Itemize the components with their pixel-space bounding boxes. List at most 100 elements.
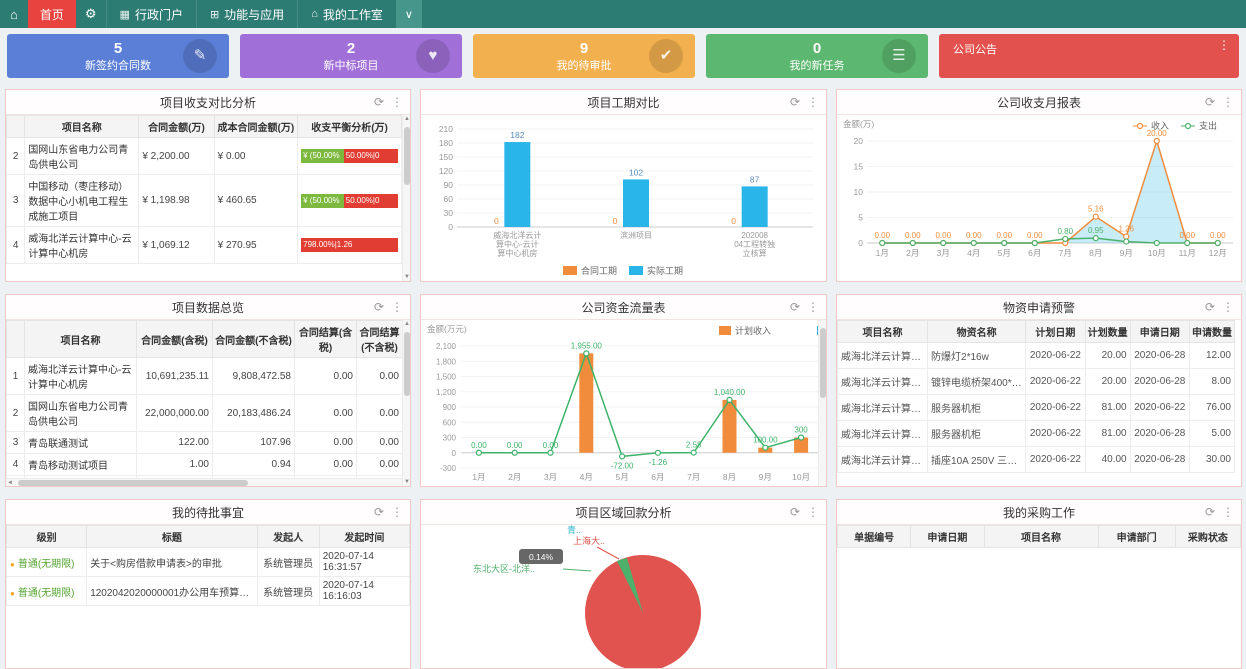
more-options-icon[interactable]: ⋮ xyxy=(807,505,819,519)
refresh-icon[interactable]: ⟳ xyxy=(373,95,384,109)
panel-body: 青.. 上海大.. 0.14% 东北大区-北洋.. xyxy=(421,525,826,668)
scroll-down-icon[interactable]: ▼ xyxy=(404,479,410,485)
table-row[interactable]: 2 国网山东省电力公司青岛供电公司 ¥ 2,200.00 ¥ 0.00 ¥ (50.00… xyxy=(6,137,402,175)
refresh-icon[interactable]: ⟳ xyxy=(789,505,800,519)
svg-text:300: 300 xyxy=(794,426,808,435)
scroll-down-icon[interactable]: ▼ xyxy=(404,274,410,280)
top-nav: ⌂ 首页 ⚙ ▦ 行政门户 ⊞ 功能与应用 ⌂ 我的工作室 ∨ xyxy=(0,0,1246,28)
more-options-icon[interactable]: ⋮ xyxy=(391,505,403,519)
tab-home[interactable]: 首页 xyxy=(27,0,76,28)
more-options-icon[interactable]: ⋮ xyxy=(1222,95,1234,109)
more-options-icon[interactable]: ⋮ xyxy=(1218,38,1230,52)
settings-gear-icon[interactable]: ⚙ xyxy=(84,6,97,21)
column-header: 发起人 xyxy=(256,525,320,548)
panel-my-purchase: 我的采购工作 ⟳ ⋮ 单据编号 申请日期 项目名称 申请部门 采购状态 xyxy=(836,499,1242,669)
refresh-icon[interactable]: ⟳ xyxy=(1204,505,1215,519)
refresh-icon[interactable]: ⟳ xyxy=(1204,300,1215,314)
nav-item-my-studio[interactable]: ⌂ 我的工作室 xyxy=(297,0,396,28)
table-row[interactable]: ● 普通(无期限) 1202042020000001办公用车预算单审批 系统管理员 20… xyxy=(6,576,410,606)
column-header: 合同金额(万) xyxy=(138,115,215,138)
table-row[interactable]: 威海北洋云计算中心-云计算...镀锌电缆桥架400*1002020-06-222… xyxy=(837,368,1236,395)
card-new-bids[interactable]: 2 新中标项目 ♥ xyxy=(240,34,462,78)
table-row[interactable]: 2 国网山东省电力公司青岛供电公司 22,000,000.00 20,183,486.… xyxy=(6,394,403,432)
horizontal-scrollbar[interactable]: ◄ xyxy=(6,478,402,486)
balance-table: 项目名称 合同金额(万) 成本合同金额(万) 收支平衡分析(万) 2 国网山东省电力公司青… xyxy=(6,115,402,264)
more-options-icon[interactable]: ⋮ xyxy=(807,95,819,109)
table-row[interactable]: 威海北洋云计算中心-云计算...服务器机柜2020-06-2281.002020… xyxy=(837,420,1236,447)
card-my-approvals[interactable]: 9 我的待审批 ✔ xyxy=(473,34,695,78)
vertical-scrollbar[interactable] xyxy=(818,320,826,486)
table-row[interactable]: 3 中国移动（枣庄移动）数据中心小机电工程生成施工项目 ¥ 1,198.98 ¥ 46… xyxy=(6,174,402,227)
svg-text:0.95: 0.95 xyxy=(1088,226,1104,235)
scrollbar-thumb[interactable] xyxy=(404,127,410,185)
panel-my-todo: 我的待批事宜 ⟳ ⋮ 级别 标题 发起人 发起时间 ● 普通(无期限) 关于<购房借款申请表… xyxy=(5,499,411,669)
scroll-up-icon[interactable]: ▲ xyxy=(404,116,410,122)
more-options-icon[interactable]: ⋮ xyxy=(807,300,819,314)
panel-body: 0 30 60 90 120 150 180 210 0 182 威海北洋云计 算中心-云计 算中心机房… xyxy=(421,115,826,281)
scroll-left-icon[interactable]: ◄ xyxy=(7,480,13,486)
refresh-icon[interactable]: ⟳ xyxy=(373,505,384,519)
table-cell: 798.00%|1.26 xyxy=(297,226,402,264)
table-row[interactable]: 4 威海北洋云计算中心-云计算中心机房 ¥ 1,069.12 ¥ 270.95 798.… xyxy=(6,226,402,264)
panel-header: 公司收支月报表 ⟳ ⋮ xyxy=(837,90,1241,115)
svg-text:金额(万): 金额(万) xyxy=(843,119,874,129)
table-cell: 2020-06-28 xyxy=(1129,368,1190,395)
chevron-down-icon[interactable]: ∨ xyxy=(395,0,422,28)
panel-header: 物资申请预警 ⟳ ⋮ xyxy=(837,295,1241,320)
scrollbar-thumb[interactable] xyxy=(404,332,410,396)
material-table: 项目名称物资名称计划日期计划数量申请日期申请数量威海北洋云计算中心-云计算...… xyxy=(837,320,1236,473)
table-row[interactable]: 威海北洋云计算中心-云计算...防爆灯2*16w2020-06-2220.002… xyxy=(837,342,1236,369)
table-row[interactable]: ● 普通(无期限) 关于<购房借款申请表>的审批 系统管理员 2020-07-14 16… xyxy=(6,547,410,577)
svg-text:1,500: 1,500 xyxy=(436,373,457,382)
table-row[interactable]: 4 青岛移动测试项目 1.00 0.94 0.00 0.00 xyxy=(6,453,403,476)
column-header: 发起时间 xyxy=(318,525,410,548)
table-cell: 0.00 xyxy=(294,394,357,432)
table-cell: ● 普通(无期限) xyxy=(6,576,88,606)
vertical-scrollbar[interactable]: ▲ ▼ xyxy=(402,115,410,281)
nav-item-label: 行政门户 xyxy=(134,7,183,22)
column-header: 单据编号 xyxy=(837,525,912,548)
column-header: 收支平衡分析(万) xyxy=(297,115,402,138)
table-row[interactable]: 3 青岛联通测试 122.00 107.96 0.00 0.00 xyxy=(6,431,403,454)
svg-text:0.00: 0.00 xyxy=(1027,231,1043,240)
column-header: 申请日期 xyxy=(1129,320,1190,343)
table-row[interactable]: 1 威海北洋云计算中心-云计算中心机房 10,691,235.11 9,808,472… xyxy=(6,357,403,395)
svg-text:3月: 3月 xyxy=(544,472,557,482)
refresh-icon[interactable]: ⟳ xyxy=(373,300,384,314)
svg-text:9月: 9月 xyxy=(1120,248,1133,258)
scrollbar-thumb[interactable] xyxy=(18,480,248,486)
svg-text:9月: 9月 xyxy=(759,472,772,482)
column-header: 合同金额(含税) xyxy=(136,320,213,358)
refresh-icon[interactable]: ⟳ xyxy=(1204,95,1215,109)
svg-text:10: 10 xyxy=(854,187,864,197)
svg-text:金额(万元): 金额(万元) xyxy=(427,324,467,334)
svg-text:7月: 7月 xyxy=(1059,248,1072,258)
table-cell: 5.00 xyxy=(1188,420,1236,447)
table-cell: 0.00 xyxy=(356,453,403,476)
nav-item-functions-apps[interactable]: ⊞ 功能与应用 xyxy=(195,0,297,28)
more-options-icon[interactable]: ⋮ xyxy=(391,300,403,314)
table-cell: 2020-06-28 xyxy=(1129,420,1190,447)
table-cell: 威海北洋云计算中心-云计算... xyxy=(837,342,929,369)
more-options-icon[interactable]: ⋮ xyxy=(1222,505,1234,519)
column-header: 项目名称 xyxy=(837,320,929,343)
card-new-contracts[interactable]: 5 新签约合同数 ✎ xyxy=(7,34,229,78)
refresh-icon[interactable]: ⟳ xyxy=(789,95,800,109)
more-options-icon[interactable]: ⋮ xyxy=(1222,300,1234,314)
nav-item-admin-portal[interactable]: ▦ 行政门户 xyxy=(105,0,196,28)
table-row[interactable]: 威海北洋云计算中心-云计算...插座10A 250V 三极五孔插座2020-06… xyxy=(837,446,1236,473)
svg-text:4月: 4月 xyxy=(967,248,980,258)
column-header: 计划数量 xyxy=(1084,320,1131,343)
more-options-icon[interactable]: ⋮ xyxy=(391,95,403,109)
home-icon[interactable]: ⌂ xyxy=(10,6,18,22)
table-cell: 青岛联通测试 xyxy=(24,431,137,454)
award-icon: ♥ xyxy=(416,39,450,73)
refresh-icon[interactable]: ⟳ xyxy=(789,300,800,314)
card-my-tasks[interactable]: 0 我的新任务 ☰ xyxy=(706,34,928,78)
scrollbar-thumb[interactable] xyxy=(820,328,826,398)
panel-title: 项目收支对比分析 xyxy=(159,95,256,110)
scroll-up-icon[interactable]: ▲ xyxy=(404,321,410,327)
table-row[interactable]: 威海北洋云计算中心-云计算...服务器机柜2020-06-2281.002020… xyxy=(837,394,1236,421)
vertical-scrollbar[interactable]: ▲ ▼ xyxy=(402,320,410,486)
table-cell: 服务器机柜 xyxy=(927,420,1027,447)
